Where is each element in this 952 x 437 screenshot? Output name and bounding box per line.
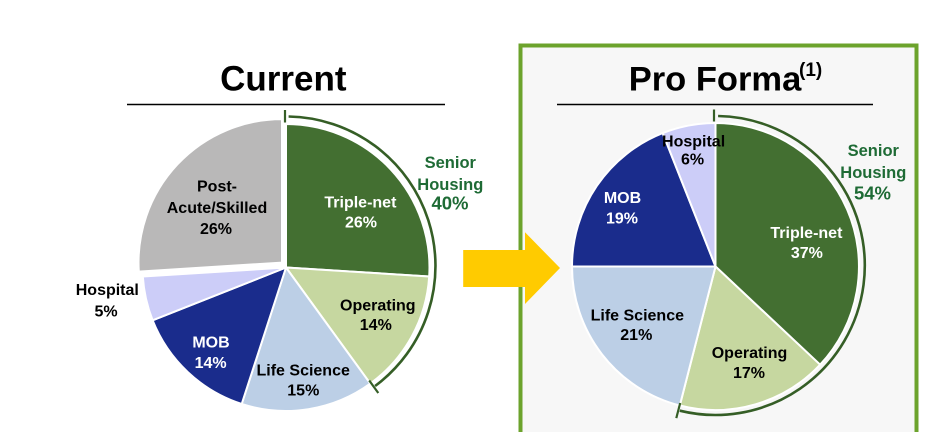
- svg-text:Operating: Operating: [340, 297, 416, 314]
- svg-text:Post-: Post-: [197, 179, 237, 196]
- svg-text:Life Science: Life Science: [257, 363, 350, 380]
- svg-text:MOB: MOB: [192, 335, 229, 352]
- svg-text:Pro Forma: Pro Forma: [629, 61, 802, 99]
- svg-text:19%: 19%: [606, 210, 638, 227]
- svg-text:Housing: Housing: [840, 164, 906, 182]
- svg-text:Current: Current: [220, 60, 347, 99]
- svg-text:15%: 15%: [287, 383, 319, 400]
- svg-text:6%: 6%: [681, 152, 704, 169]
- svg-text:Senior: Senior: [848, 142, 900, 160]
- svg-text:17%: 17%: [733, 365, 765, 382]
- svg-text:21%: 21%: [620, 327, 652, 344]
- svg-text:37%: 37%: [791, 245, 823, 262]
- svg-text:14%: 14%: [360, 317, 392, 334]
- svg-text:26%: 26%: [345, 215, 377, 232]
- svg-text:Senior: Senior: [425, 154, 477, 172]
- svg-text:26%: 26%: [200, 221, 232, 238]
- svg-text:Triple-net: Triple-net: [324, 194, 397, 211]
- svg-text:40%: 40%: [431, 193, 468, 214]
- svg-text:54%: 54%: [854, 182, 891, 203]
- svg-text:Housing: Housing: [417, 176, 483, 194]
- svg-text:(1): (1): [799, 60, 822, 81]
- svg-text:MOB: MOB: [604, 190, 641, 207]
- svg-text:Hospital: Hospital: [662, 134, 725, 151]
- svg-text:5%: 5%: [94, 304, 117, 321]
- svg-text:Acute/Skilled: Acute/Skilled: [167, 200, 267, 217]
- svg-text:14%: 14%: [195, 355, 227, 372]
- svg-text:Hospital: Hospital: [76, 282, 139, 299]
- svg-text:Operating: Operating: [712, 345, 788, 362]
- svg-text:Life Science: Life Science: [591, 307, 684, 324]
- svg-text:Triple-net: Triple-net: [770, 225, 843, 242]
